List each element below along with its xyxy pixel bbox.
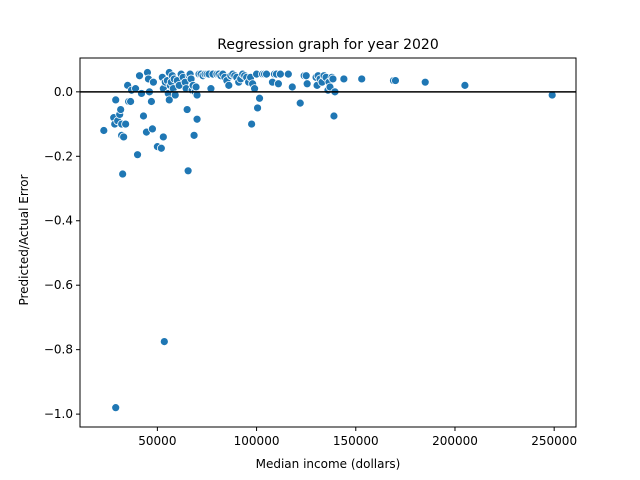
y-tick-label-3: −0.6 — [44, 278, 73, 292]
data-point-125 — [357, 74, 367, 84]
data-point-109 — [302, 79, 312, 89]
data-point-104 — [283, 69, 293, 79]
data-point-15 — [126, 97, 135, 106]
data-point-20 — [137, 89, 146, 98]
y-axis-ticks: 0.0 −0.2 −0.4 −0.6 −0.8 −1.0 — [44, 85, 80, 421]
data-point-105 — [287, 82, 297, 92]
x-axis-label: Median income (dollars) — [256, 457, 401, 471]
data-point-0 — [99, 126, 109, 135]
data-point-103 — [275, 69, 285, 79]
y-tick-label-2: −0.4 — [44, 214, 73, 228]
data-point-7 — [116, 105, 126, 114]
data-point-12 — [121, 119, 131, 129]
data-point-92 — [250, 84, 259, 94]
data-point-124 — [339, 74, 349, 84]
data-point-122 — [329, 111, 339, 121]
data-point-4 — [111, 403, 121, 413]
y-axis-label: Predicted/Actual Error — [17, 174, 31, 305]
data-point-3 — [111, 95, 121, 105]
data-point-98 — [262, 69, 271, 79]
data-point-94 — [253, 103, 262, 113]
data-point-129 — [460, 80, 470, 90]
data-point-33 — [158, 132, 168, 142]
chart-title: Regression graph for year 2020 — [217, 37, 438, 53]
data-point-28 — [149, 77, 158, 87]
data-point-70 — [206, 84, 216, 94]
y-tick-label-1: −0.2 — [44, 149, 73, 163]
data-point-18 — [133, 150, 142, 160]
data-point-21 — [139, 111, 148, 121]
x-tick-label-2: 150000 — [333, 434, 379, 448]
data-point-52 — [182, 105, 192, 114]
data-point-11 — [119, 132, 129, 142]
x-tick-label-0: 50000 — [138, 434, 176, 448]
data-points — [99, 68, 557, 413]
data-point-130 — [547, 90, 557, 100]
data-point-95 — [255, 93, 264, 103]
x-axis-ticks: 50000 100000 150000 200000 250000 — [138, 427, 577, 448]
data-point-127 — [391, 76, 400, 85]
data-point-102 — [273, 79, 283, 89]
data-point-62 — [192, 90, 202, 100]
y-tick-label-4: −0.8 — [44, 343, 73, 357]
data-point-30 — [156, 143, 166, 153]
x-tick-label-3: 200000 — [432, 434, 478, 448]
data-point-61 — [191, 82, 201, 92]
data-point-39 — [164, 95, 174, 105]
data-point-34 — [159, 337, 169, 347]
y-tick-label-0: 0.0 — [54, 85, 73, 99]
data-point-63 — [192, 114, 202, 124]
data-point-90 — [247, 119, 257, 129]
data-point-53 — [183, 166, 193, 176]
data-point-106 — [295, 98, 305, 108]
data-point-128 — [420, 77, 430, 87]
x-tick-label-1: 100000 — [234, 434, 280, 448]
data-point-59 — [189, 130, 199, 140]
data-point-78 — [224, 80, 234, 90]
plot-frame — [79, 57, 577, 428]
data-point-121 — [328, 74, 338, 84]
data-point-27 — [148, 124, 157, 134]
data-point-10 — [118, 169, 128, 179]
data-point-19 — [135, 71, 144, 81]
data-point-26 — [147, 97, 156, 106]
y-tick-label-5: −1.0 — [44, 407, 73, 421]
data-point-45 — [170, 90, 180, 100]
data-point-108 — [301, 71, 311, 81]
x-tick-label-4: 250000 — [531, 434, 577, 448]
data-point-17 — [131, 84, 140, 94]
